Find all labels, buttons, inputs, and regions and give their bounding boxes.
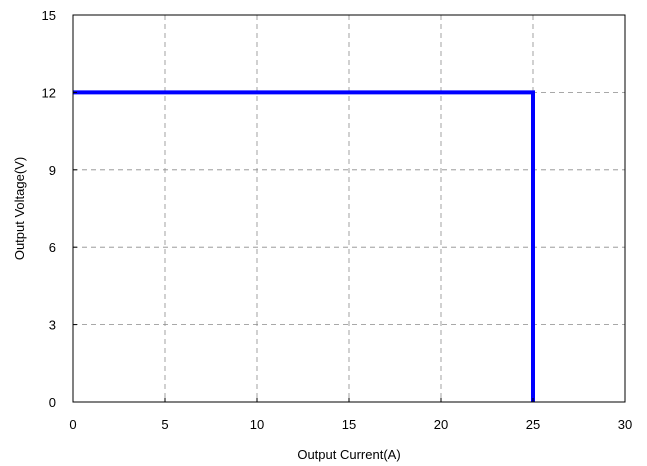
x-tick-label: 10 bbox=[250, 417, 264, 432]
y-axis-title: Output Voltage(V) bbox=[12, 157, 27, 260]
x-tick-label: 25 bbox=[526, 417, 540, 432]
y-tick-label: 0 bbox=[49, 395, 56, 410]
x-tick-label: 0 bbox=[69, 417, 76, 432]
y-tick-label: 6 bbox=[49, 240, 56, 255]
data-series bbox=[73, 90, 535, 402]
x-tick-label: 30 bbox=[618, 417, 632, 432]
series-line bbox=[73, 90, 535, 402]
y-tick-label: 12 bbox=[42, 85, 56, 100]
y-tick-label: 9 bbox=[49, 163, 56, 178]
x-tick-label: 20 bbox=[434, 417, 448, 432]
x-axis-title: Output Current(A) bbox=[297, 447, 400, 462]
y-tick-label: 3 bbox=[49, 318, 56, 333]
y-tick-label: 15 bbox=[42, 8, 56, 23]
axis-ticks: 0 5 10 15 20 25 30 0 3 6 9 12 15 bbox=[42, 8, 633, 432]
x-tick-label: 15 bbox=[342, 417, 356, 432]
x-tick-label: 5 bbox=[161, 417, 168, 432]
